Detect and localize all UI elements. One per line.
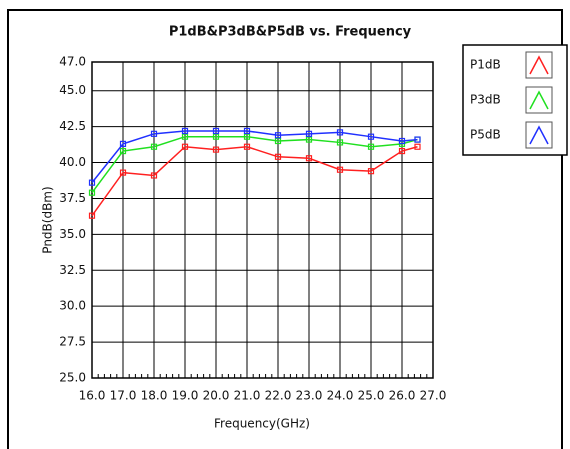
data-point	[119, 169, 127, 176]
data-point	[305, 155, 313, 162]
x-tick-label: 19.0	[172, 389, 199, 403]
data-point	[336, 139, 344, 146]
data-point	[212, 133, 220, 140]
data-point	[336, 129, 344, 136]
x-tick-label: 18.0	[141, 389, 168, 403]
data-point	[150, 130, 158, 137]
data-point	[274, 132, 282, 139]
x-tick-label: 21.0	[234, 389, 261, 403]
data-point	[243, 127, 251, 135]
x-tick-label: 26.0	[389, 389, 416, 403]
legend-label: P5dB	[470, 128, 501, 142]
legend-label: P3dB	[470, 93, 501, 107]
y-tick-label: 47.0	[59, 55, 86, 69]
data-point	[414, 136, 421, 143]
y-tick-label: 25.0	[59, 371, 86, 385]
y-tick-label: 35.0	[59, 227, 86, 241]
x-tick-label: 20.0	[203, 389, 230, 403]
frame	[7, 9, 563, 449]
data-point	[274, 137, 282, 145]
data-point	[181, 127, 189, 135]
data-point	[367, 143, 375, 150]
x-axis-label: Frequency(GHz)	[214, 417, 310, 431]
data-point	[88, 179, 96, 186]
data-point	[398, 147, 406, 155]
legend-icon	[529, 90, 549, 110]
x-tick-label: 27.0	[420, 389, 447, 403]
y-tick-label: 45.0	[59, 83, 86, 97]
data-point	[150, 143, 158, 150]
data-point	[88, 212, 96, 219]
data-point	[212, 146, 220, 153]
y-tick-label: 42.5	[59, 119, 86, 133]
y-tick-label: 37.5	[59, 191, 86, 205]
x-tick-label: 17.0	[110, 389, 137, 403]
series-line	[91, 135, 418, 194]
data-point	[305, 130, 313, 137]
chart-title: P1dB&P3dB&P5dB vs. Frequency	[169, 25, 412, 40]
data-point	[274, 153, 282, 160]
data-point	[243, 133, 251, 140]
x-tick-label: 25.0	[358, 389, 385, 403]
legend-label: P1dB	[470, 58, 501, 72]
data-point	[150, 172, 158, 179]
data-point	[88, 189, 96, 196]
legend-icon	[529, 125, 549, 145]
data-point	[398, 137, 406, 145]
plot-area	[91, 61, 434, 379]
y-tick-label: 30.0	[59, 299, 86, 313]
data-point	[367, 168, 375, 175]
x-tick-label: 23.0	[296, 389, 323, 403]
data-point	[414, 143, 421, 150]
data-point	[367, 133, 375, 140]
series-line	[91, 130, 418, 184]
x-tick-label: 16.0	[79, 389, 106, 403]
y-axis-label: PndB(dBm)	[41, 186, 55, 253]
data-point	[119, 147, 127, 155]
y-tick-label: 40.0	[59, 155, 86, 169]
data-point	[243, 143, 251, 150]
data-point	[181, 133, 189, 140]
y-tick-label: 32.5	[59, 263, 86, 277]
x-tick-label: 22.0	[265, 389, 292, 403]
series-line	[91, 145, 418, 217]
data-point	[305, 136, 313, 143]
data-point	[181, 143, 189, 150]
data-point	[212, 127, 220, 135]
x-tick-label: 24.0	[327, 389, 354, 403]
y-tick-label: 27.5	[59, 335, 86, 349]
legend-icon	[529, 55, 549, 75]
data-point	[119, 140, 127, 147]
data-point	[336, 166, 344, 173]
